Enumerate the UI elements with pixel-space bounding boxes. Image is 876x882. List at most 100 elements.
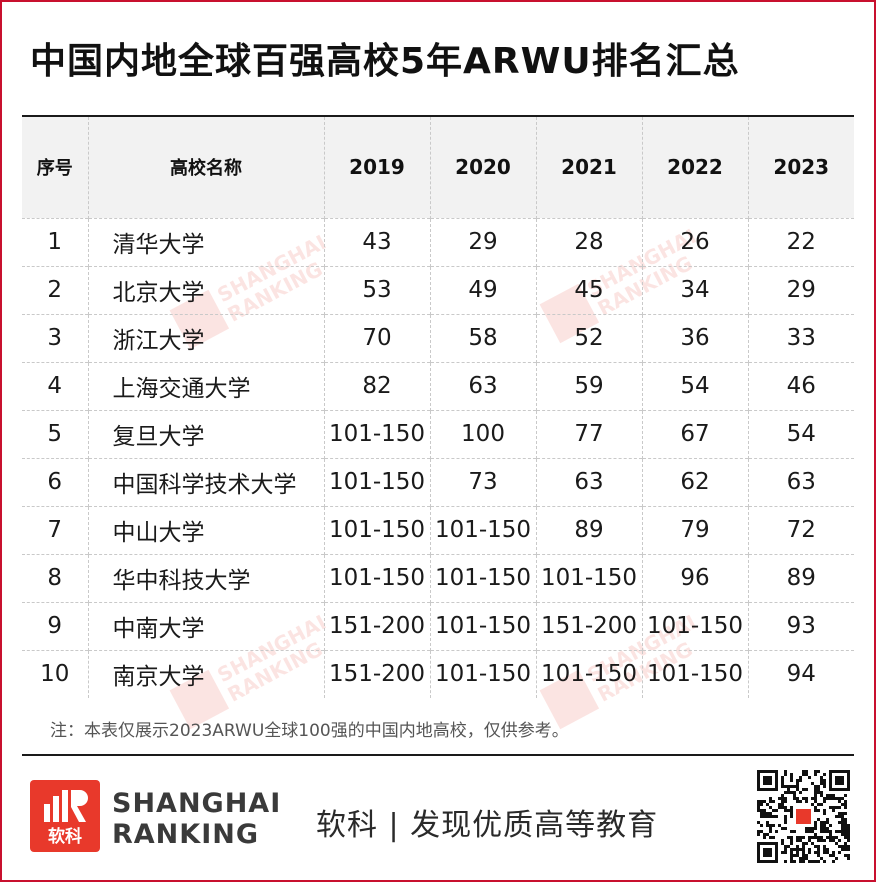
cell-2022: 54 (641, 361, 748, 410)
column-header-university: 高校名称 (87, 117, 324, 218)
cell-2021: 63 (535, 457, 642, 506)
brand-line1: SHANGHAI (112, 788, 282, 819)
cell-2019: 151-200 (323, 601, 430, 650)
cell-2021: 28 (535, 217, 642, 266)
cell-2022: 26 (641, 217, 748, 266)
cell-index: 7 (22, 505, 88, 554)
cell-index: 4 (22, 361, 88, 410)
cell-index: 2 (22, 265, 88, 314)
cell-2023: 33 (747, 313, 854, 362)
cell-index: 6 (22, 457, 88, 506)
cell-2022: 101-150 (641, 601, 748, 650)
cell-university: 上海交通大学 (87, 361, 324, 410)
cell-university: 清华大学 (87, 217, 324, 266)
table-row: 10 南京大学 151-200 101-150 101-150 101-150 94 (22, 649, 854, 698)
cell-2023: 93 (747, 601, 854, 650)
cell-2023: 54 (747, 409, 854, 458)
table-body: 1 清华大学 43 29 28 26 22 2 北京大学 53 49 45 34 29 3 浙江大学 70 58 5… (22, 217, 854, 698)
cell-2022: 101-150 (641, 649, 748, 698)
cell-university: 北京大学 (87, 265, 324, 314)
cell-2019: 43 (323, 217, 430, 266)
column-header-index: 序号 (22, 117, 88, 218)
table-row: 1 清华大学 43 29 28 26 22 (22, 217, 854, 266)
table-row: 3 浙江大学 70 58 52 36 33 (22, 313, 854, 362)
cell-2020: 29 (429, 217, 536, 266)
column-header-2023: 2023 (747, 117, 854, 218)
cell-index: 1 (22, 217, 88, 266)
cell-2022: 79 (641, 505, 748, 554)
cell-2022: 36 (641, 313, 748, 362)
cell-2020: 101-150 (429, 505, 536, 554)
cell-2021: 89 (535, 505, 642, 554)
cell-2021: 52 (535, 313, 642, 362)
cell-2020: 101-150 (429, 601, 536, 650)
cell-2022: 96 (641, 553, 748, 602)
footnote: 注：本表仅展示2023ARWU全球100强的中国内地高校，仅供参考。 (50, 721, 569, 741)
cell-2020: 101-150 (429, 649, 536, 698)
cell-2019: 82 (323, 361, 430, 410)
table-row: 4 上海交通大学 82 63 59 54 46 (22, 361, 854, 410)
cell-index: 9 (22, 601, 88, 650)
cell-2019: 101-150 (323, 505, 430, 554)
ranking-table: 序号 高校名称 2019 2020 2021 2022 2023 1 清华大学 43… (22, 117, 854, 698)
cell-2022: 67 (641, 409, 748, 458)
cell-2023: 89 (747, 553, 854, 602)
column-header-2022: 2022 (641, 117, 748, 218)
cell-2023: 22 (747, 217, 854, 266)
column-header-2019: 2019 (323, 117, 430, 218)
cell-2020: 63 (429, 361, 536, 410)
cell-university: 华中科技大学 (87, 553, 324, 602)
column-header-2020: 2020 (429, 117, 536, 218)
cell-2020: 101-150 (429, 553, 536, 602)
slogan: 软科 | 发现优质高等教育 (316, 808, 659, 843)
cell-2021: 151-200 (535, 601, 642, 650)
cell-2022: 34 (641, 265, 748, 314)
page-title: 中国内地全球百强高校5年ARWU排名汇总 (30, 41, 740, 82)
cell-2021: 101-150 (535, 649, 642, 698)
column-header-2021: 2021 (535, 117, 642, 218)
cell-2019: 53 (323, 265, 430, 314)
ranking-bars-icon (44, 790, 88, 822)
cell-university: 中山大学 (87, 505, 324, 554)
cell-index: 3 (22, 313, 88, 362)
shanghai-ranking-logo: 软科 (30, 780, 100, 852)
cell-index: 5 (22, 409, 88, 458)
table-row: 7 中山大学 101-150 101-150 89 79 72 (22, 505, 854, 554)
cell-2023: 72 (747, 505, 854, 554)
cell-university: 中南大学 (87, 601, 324, 650)
cell-2019: 70 (323, 313, 430, 362)
cell-2019: 101-150 (323, 409, 430, 458)
cell-2021: 101-150 (535, 553, 642, 602)
cell-2020: 58 (429, 313, 536, 362)
cell-2019: 101-150 (323, 457, 430, 506)
logo-text: 软科 (48, 827, 82, 847)
cell-2023: 46 (747, 361, 854, 410)
table-row: 5 复旦大学 101-150 100 77 67 54 (22, 409, 854, 458)
bottom-rule (22, 754, 854, 756)
cell-2019: 151-200 (323, 649, 430, 698)
cell-2019: 101-150 (323, 553, 430, 602)
cell-index: 8 (22, 553, 88, 602)
cell-2020: 73 (429, 457, 536, 506)
cell-2023: 29 (747, 265, 854, 314)
top-rule (22, 115, 854, 117)
cell-2021: 59 (535, 361, 642, 410)
cell-2021: 77 (535, 409, 642, 458)
qr-code-icon (757, 770, 850, 863)
cell-2020: 100 (429, 409, 536, 458)
cell-university: 浙江大学 (87, 313, 324, 362)
cell-university: 复旦大学 (87, 409, 324, 458)
table-row: 6 中国科学技术大学 101-150 73 63 62 63 (22, 457, 854, 506)
cell-2020: 49 (429, 265, 536, 314)
table-row: 8 华中科技大学 101-150 101-150 101-150 96 89 (22, 553, 854, 602)
brand-line2: RANKING (112, 819, 260, 850)
cell-2023: 63 (747, 457, 854, 506)
cell-index: 10 (22, 649, 88, 698)
brand-name: SHANGHAI RANKING (112, 788, 281, 850)
table-row: 2 北京大学 53 49 45 34 29 (22, 265, 854, 314)
cell-2021: 45 (535, 265, 642, 314)
cell-university: 中国科学技术大学 (87, 457, 324, 506)
table-row: 9 中南大学 151-200 101-150 151-200 101-150 93 (22, 601, 854, 650)
cell-university: 南京大学 (87, 649, 324, 698)
